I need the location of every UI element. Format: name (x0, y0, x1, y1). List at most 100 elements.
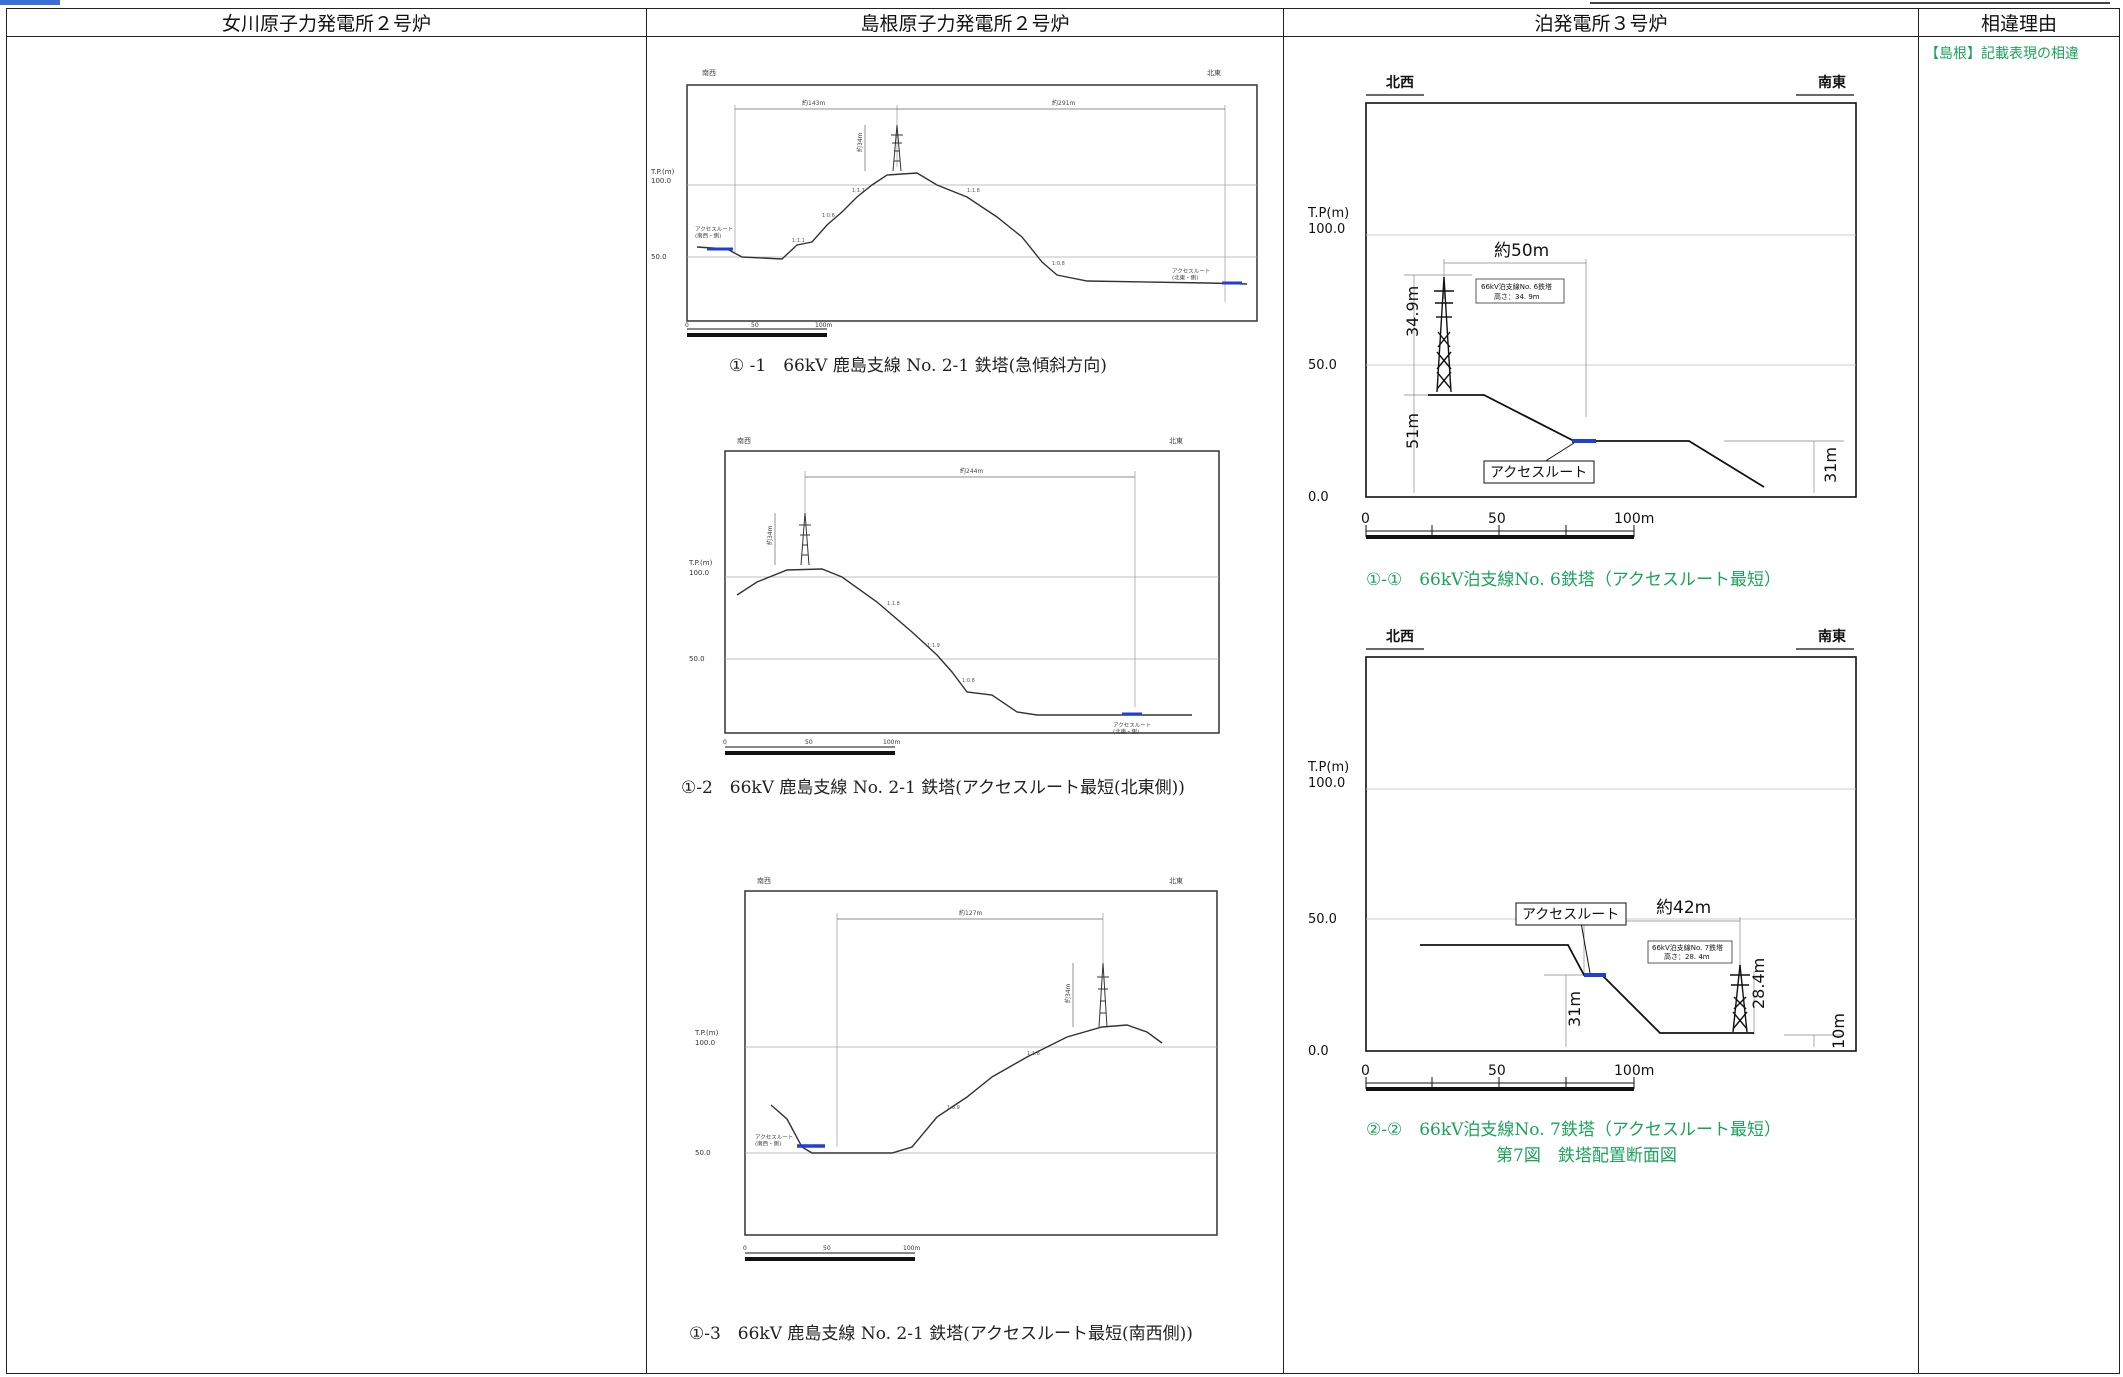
fig2-scale50: 50 (805, 739, 813, 746)
reason-cell: 【島根】記載表現の相違 (1918, 36, 2120, 1374)
fig2-y100: 100.0 (689, 569, 709, 577)
tfig1-yaxis: T.P(m) (1307, 206, 1349, 221)
shimane-figures: 南西 北東 T.P.(m) 100.0 50.0 約143m (650, 68, 1258, 1344)
fig3-scale50: 50 (823, 1245, 831, 1252)
fig2-yaxis: T.P.(m) (688, 559, 713, 567)
tomari-fig2: 北西 南東 T.P(m) 100.0 50.0 0.0 (1307, 628, 1857, 1166)
fig1-y100: 100.0 (651, 177, 671, 185)
fig3-left-dir: 南西 (757, 876, 771, 885)
header-tomari: 泊発電所３号炉 (1283, 8, 1919, 37)
fig1-access-left-label: アクセスルート(南西・側) (695, 226, 733, 240)
tfig1-scale0: 0 (1361, 511, 1370, 527)
tfig2-scale0: 0 (1361, 1063, 1370, 1079)
fig2-dim1: 約244m (960, 467, 983, 475)
tfig1-y0: 0.0 (1308, 490, 1329, 505)
reason-text: 【島根】記載表現の相違 (1925, 46, 2079, 62)
fig1-slope3: 1:1.7 (852, 188, 865, 194)
fig3-caption: ①-3 66kV 鹿島支線 No. 2-1 鉄塔(アクセスルート最短(南西側)) (689, 1324, 1193, 1344)
fig2-access-label: アクセスルート(北東・側) (1113, 722, 1151, 736)
fig1-terrain (696, 172, 1248, 285)
fig2-slope3: 1:0.8 (962, 678, 975, 684)
tfig2-tower-label2: 高さ：28. 4m (1664, 952, 1710, 961)
fig1-scale50: 50 (751, 322, 759, 329)
fig1-right-dir: 北東 (1207, 68, 1221, 77)
tfig1-y100: 100.0 (1308, 222, 1345, 237)
tfig1-tower-icon (1434, 276, 1454, 393)
fig1-slope4: 1:1.8 (967, 188, 980, 194)
fig1-dim1: 約143m (802, 99, 825, 107)
fig1-scale100: 100m (815, 322, 832, 329)
tomari-figures: 北西 南東 T.P(m) 100.0 50.0 0.0 (1307, 74, 1857, 1166)
tfig2-frame (1365, 656, 1857, 1052)
fig3-scale100: 100m (903, 1245, 920, 1252)
shimane-fig2: 南西 北東 T.P.(m) 100.0 50.0 約244m (681, 436, 1220, 798)
fig2-terrain (736, 568, 1192, 716)
onagawa-cell (6, 36, 647, 1374)
tfig1-left-dir: 北西 (1386, 75, 1414, 91)
tfig1-caption: ①-① 66kV泊支線No. 6鉄塔（アクセスルート最短） (1366, 570, 1781, 590)
tfig1-drop: 31m (1821, 447, 1840, 483)
tfig1-scale-bar: 0 50 100m (1361, 511, 1654, 539)
tfig2-right-dir: 南東 (1818, 628, 1846, 645)
tfig1-scale100: 100m (1614, 511, 1654, 527)
content-row: 南西 北東 T.P.(m) 100.0 50.0 約143m (6, 36, 2120, 1374)
fig1-slope2: 1:0.6 (822, 213, 835, 219)
tfig2-yaxis: T.P(m) (1307, 760, 1349, 775)
tfig2-elev: 31m (1565, 991, 1584, 1027)
tfig2-left-dir: 北西 (1386, 629, 1414, 645)
tfig2-caption: ②-② 66kV泊支線No. 7鉄塔（アクセスルート最短） (1366, 1120, 1781, 1140)
fig1-tower-icon (891, 124, 903, 172)
tfig2-dist: 約42m (1656, 898, 1711, 918)
tfig2-y0: 0.0 (1308, 1044, 1329, 1059)
tfig2-scale100: 100m (1614, 1063, 1654, 1079)
fig2-tower-icon (799, 512, 811, 566)
fig1-caption: ① -1 66kV 鹿島支線 No. 2-1 鉄塔(急傾斜方向) (729, 356, 1107, 376)
tfig2-y100: 100.0 (1308, 776, 1345, 791)
fig1-slope1: 1:1.1 (792, 238, 805, 244)
tfig2-drop: 10m (1829, 1013, 1848, 1049)
tfig2-y50: 50.0 (1308, 912, 1337, 927)
fig3-y100: 100.0 (695, 1039, 715, 1047)
fig2-left-dir: 南西 (737, 436, 751, 445)
fig1-access-right-label: アクセスルート(北東・側) (1172, 268, 1210, 282)
tfig1-y50: 50.0 (1308, 358, 1337, 373)
fig1-height: 約34m (856, 132, 864, 152)
fig3-y50: 50.0 (695, 1149, 711, 1157)
tfig2-scale50: 50 (1488, 1063, 1506, 1079)
shimane-fig1: 南西 北東 T.P.(m) 100.0 50.0 約143m (650, 68, 1258, 376)
fig2-caption: ①-2 66kV 鹿島支線 No. 2-1 鉄塔(アクセスルート最短(北東側)) (681, 778, 1185, 798)
fig3-scale0: 0 (743, 1245, 747, 1252)
tfig1-elev: 51m (1403, 413, 1422, 449)
fig3-height: 約34m (1064, 983, 1072, 1003)
fig2-right-dir: 北東 (1169, 436, 1183, 445)
fig3-yaxis: T.P.(m) (694, 1029, 719, 1037)
fig2-scale100: 100m (883, 739, 900, 746)
comparison-table: 女川原子力発電所２号炉 島根原子力発電所２号炉 泊発電所３号炉 相違理由 南西 … (6, 8, 2120, 1374)
tfig2-tower-label-box (1647, 940, 1733, 964)
fig3-scale-bar: 0 50 100m (743, 1245, 920, 1261)
tfig1-access-label-box (1483, 460, 1595, 484)
fig2-frame (724, 450, 1220, 734)
tfig1-access-label: アクセスルート (1490, 465, 1587, 481)
fig1-dim2: 約291m (1052, 99, 1075, 107)
tomari-fig1: 北西 南東 T.P(m) 100.0 50.0 0.0 (1307, 74, 1857, 590)
tfig2-subcaption: 第7図 鉄塔配置断面図 (1496, 1146, 1677, 1166)
fig1-left-dir: 南西 (702, 68, 716, 77)
fig1-scale-bar: 0 50 100m (685, 322, 832, 337)
shimane-cell: 南西 北東 T.P.(m) 100.0 50.0 約143m (646, 36, 1284, 1374)
tfig1-dist: 約50m (1494, 241, 1549, 261)
fig2-slope1: 1:1.8 (887, 601, 900, 607)
tfig1-tower-h: 34.9m (1403, 286, 1422, 337)
fig2-scale-bar: 0 50 100m (723, 739, 900, 755)
fig3-terrain (770, 1024, 1163, 1154)
fig1-y50: 50.0 (651, 253, 667, 261)
tfig2-tower-icon (1730, 964, 1750, 1033)
fig1-scale0: 0 (685, 322, 689, 329)
tfig1-tower-label1: 66kV泊支線No. 6鉄塔 (1481, 282, 1552, 291)
tfig2-tower-label1: 66kV泊支線No. 7鉄塔 (1652, 943, 1723, 952)
fig2-y50: 50.0 (689, 655, 705, 663)
fig2-height: 約34m (766, 525, 774, 545)
tfig2-scale-bar: 0 50 100m (1361, 1063, 1654, 1091)
header-reason: 相違理由 (1918, 8, 2120, 37)
fig3-dim1: 約127m (959, 909, 982, 917)
